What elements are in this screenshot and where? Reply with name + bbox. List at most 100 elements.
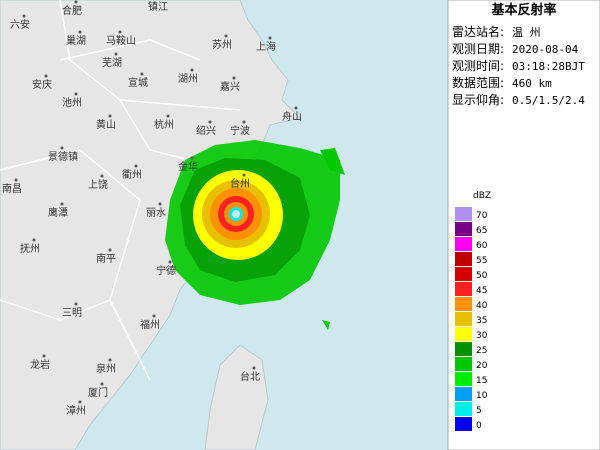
legend-swatch [455, 222, 472, 236]
city-dot [168, 260, 172, 264]
city-dot [32, 238, 36, 242]
city-label: 六安 [10, 18, 30, 31]
city-dot [74, 302, 78, 306]
legend-swatch [455, 312, 472, 326]
city-dot [108, 114, 112, 118]
city-label: 台北 [240, 370, 260, 383]
boundaries [0, 0, 241, 381]
city-label: 三明 [62, 307, 82, 319]
city-label: 宁波 [230, 124, 250, 137]
field-label: 显示仰角: [452, 92, 504, 107]
taiwan [204, 344, 269, 450]
legend-swatch [455, 402, 472, 416]
legend-swatch [455, 387, 472, 401]
city-label: 马鞍山 [106, 34, 136, 47]
city-label: 南平 [96, 252, 116, 265]
city-dot [22, 14, 26, 18]
city-dot [42, 354, 46, 358]
legend-label: 55 [476, 256, 487, 266]
city-label: 湖州 [178, 73, 198, 85]
city-dot [190, 68, 194, 72]
legend-label: 35 [476, 316, 487, 326]
city-dot [100, 382, 104, 386]
city-dot [78, 30, 82, 34]
city-dot [232, 76, 236, 80]
city-label: 泉州 [96, 362, 116, 375]
city-label: 池州 [62, 96, 82, 109]
field-label: 观测时间: [452, 59, 504, 73]
city-label: 安庆 [32, 78, 52, 91]
info-panel [447, 0, 600, 450]
legend-label: 30 [476, 331, 488, 341]
legend-swatch [455, 372, 472, 386]
legend-swatch [455, 417, 472, 431]
city-label: 苏州 [212, 38, 232, 51]
city-label: 宁德 [156, 264, 176, 277]
city-label: 金华 [178, 160, 198, 173]
field-value: 2020-08-04 [512, 43, 579, 56]
city-dot [268, 36, 272, 40]
city-label: 合肥 [62, 4, 82, 17]
legend-label: 70 [476, 211, 488, 221]
city-dot [242, 173, 246, 177]
city-label: 芜湖 [102, 56, 122, 69]
city-dot [114, 52, 118, 56]
city-dot [44, 74, 48, 78]
field-value: 0.5/1.5/2.4 [512, 94, 585, 107]
city-dot [74, 92, 78, 96]
city-label: 景德镇 [48, 150, 78, 163]
city-dot [74, 0, 78, 4]
city-label: 鹰潭 [48, 206, 68, 219]
legend-label: 10 [476, 391, 488, 401]
city-label: 杭州 [154, 118, 174, 131]
field-label: 数据范围: [452, 75, 504, 90]
city-label: 黄山 [96, 118, 116, 131]
legend-label: 45 [476, 286, 487, 296]
city-label: 漳州 [66, 404, 86, 417]
city-dot [118, 30, 122, 34]
city-label: 镇江 [148, 0, 168, 13]
legend-swatch [455, 207, 472, 221]
city-label: 绍兴 [196, 124, 216, 137]
field-value: 03:18:28BJT [512, 60, 585, 73]
radar-echo [165, 140, 345, 330]
city-dot [190, 156, 194, 160]
city-dot [100, 174, 104, 178]
panel-title: 基本反射率 [490, 2, 556, 18]
city-dot [158, 202, 162, 206]
field-label: 雷达站名: [452, 24, 504, 39]
legend-swatch [455, 282, 472, 296]
legend-swatch [455, 327, 472, 341]
city-label: 舟山 [282, 110, 302, 123]
legend-label: 50 [476, 271, 488, 281]
legend-label: 20 [476, 361, 488, 371]
city-label: 衢州 [122, 169, 142, 181]
legend-swatch [455, 267, 472, 281]
field-value: 460 km [512, 77, 552, 90]
legend-label: 0 [476, 421, 482, 431]
legend-swatch [455, 252, 472, 266]
city-label: 宣城 [128, 76, 148, 89]
field-label: 观测日期: [452, 42, 504, 56]
city-label: 嘉兴 [220, 80, 240, 93]
legend-swatch [455, 342, 472, 356]
city-label: 厦门 [88, 386, 108, 399]
legend-label: 15 [476, 376, 487, 386]
legend-label: 60 [476, 241, 488, 251]
city-dot [208, 120, 212, 124]
city-dot [166, 114, 170, 118]
city-label: 龙岩 [30, 358, 50, 371]
city-dot [134, 164, 138, 168]
legend-label: 5 [476, 406, 482, 416]
city-label: 巢湖 [66, 34, 86, 47]
city-label: 上饶 [88, 178, 108, 191]
city-dot [14, 178, 18, 182]
city-dot [60, 202, 64, 206]
city-label: 上海 [256, 40, 276, 53]
city-dot [224, 34, 228, 38]
legend-swatch [455, 357, 472, 371]
legend-label: 25 [476, 346, 487, 356]
city-label: 抚州 [20, 243, 40, 255]
legend-swatch [455, 237, 472, 251]
